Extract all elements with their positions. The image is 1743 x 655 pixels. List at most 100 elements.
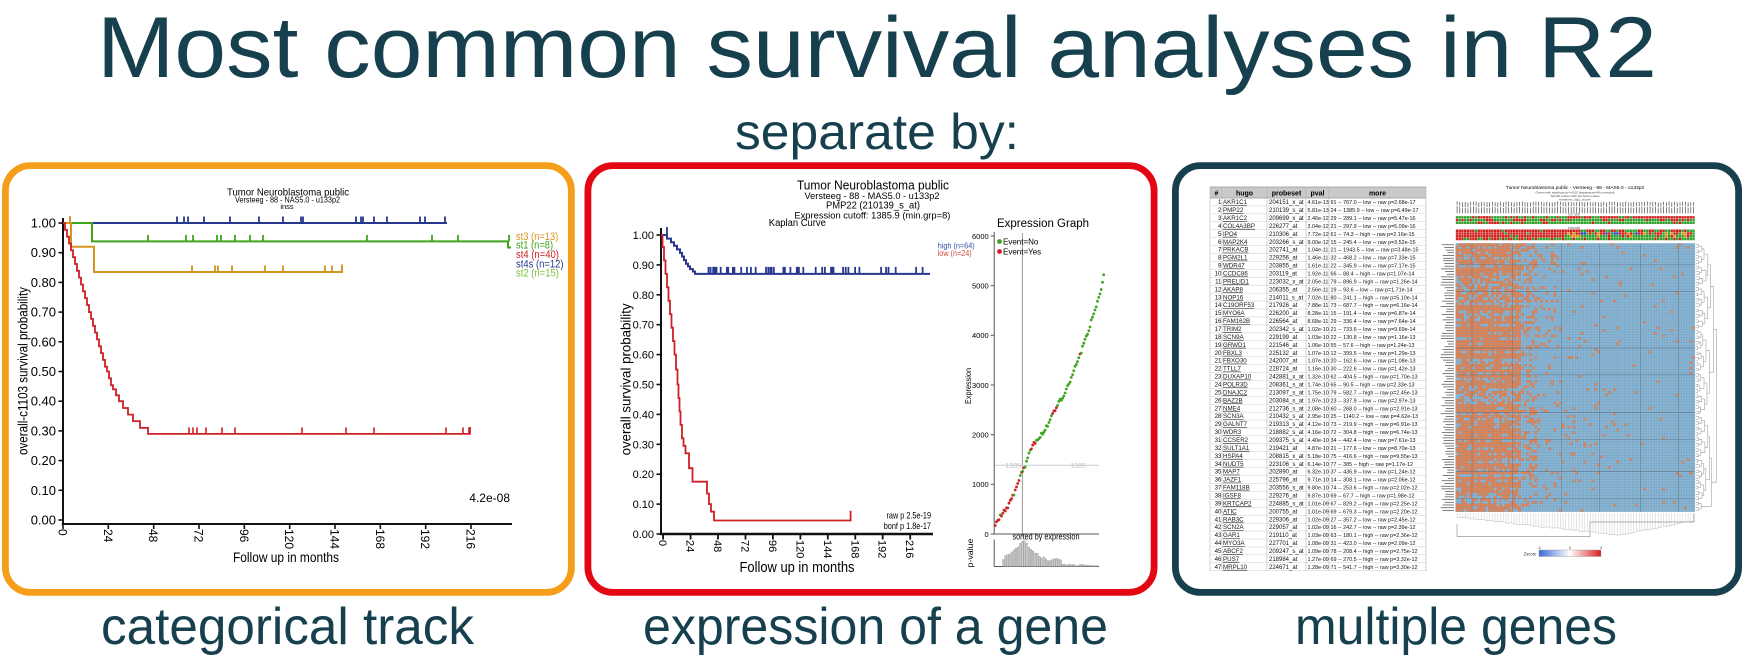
- svg-text:25 -- 1140.2 -- low -- raw p=4: 25 -- 1140.2 -- low -- raw p=4.62e-13: [1331, 414, 1419, 420]
- svg-text:0.60: 0.60: [31, 334, 56, 349]
- svg-text:RAB3C: RAB3C: [1223, 516, 1244, 523]
- svg-text:2: 2: [1218, 207, 1222, 214]
- svg-text:63 -- 180.1 -- high -- raw p=2: 63 -- 180.1 -- high -- raw p=2.36e-12: [1331, 533, 1418, 539]
- svg-text:5.18e-10: 5.18e-10: [1308, 454, 1329, 460]
- svg-text:229306_at: 229306_at: [1269, 517, 1298, 523]
- svg-text:45: 45: [1215, 548, 1222, 555]
- svg-text:Tumor Neuroblastoma public - V: Tumor Neuroblastoma public - Versteeg - …: [1506, 185, 1645, 191]
- svg-text:203855_at: 203855_at: [1269, 264, 1298, 270]
- svg-text:34 -- 442.4 -- low -- raw p=7.: 34 -- 442.4 -- low -- raw p=7.61e-13: [1331, 438, 1416, 444]
- svg-text:5000: 5000: [972, 282, 989, 291]
- svg-text:1.07e-10: 1.07e-10: [1308, 351, 1329, 357]
- svg-text:11: 11: [1215, 278, 1222, 285]
- svg-text:TTLL7: TTLL7: [1223, 366, 1241, 373]
- svg-text:21 -- 1943.5 -- low -- raw p=3: 21 -- 1943.5 -- low -- raw p=3.48e-15: [1331, 248, 1419, 254]
- svg-text:203084_s_at: 203084_s_at: [1269, 398, 1304, 404]
- svg-text:69 -- 67.7 -- high -- raw p=1.: 69 -- 67.7 -- high -- raw p=1.98e-12: [1331, 494, 1415, 500]
- svg-text:0: 0: [1569, 546, 1571, 550]
- svg-text:38: 38: [1215, 493, 1222, 500]
- svg-text:st4 (n=40): st4 (n=40): [516, 249, 559, 261]
- svg-text:st4s (n=12): st4s (n=12): [516, 258, 564, 270]
- svg-text:35: 35: [1215, 469, 1222, 476]
- svg-text:1.27e-09: 1.27e-09: [1308, 557, 1329, 563]
- svg-text:1.61e-11: 1.61e-11: [1308, 264, 1329, 270]
- svg-text:pval: pval: [1310, 190, 1324, 197]
- svg-text:16: 16: [1215, 318, 1222, 325]
- svg-text:120: 120: [793, 540, 805, 558]
- svg-text:6: 6: [1218, 239, 1222, 246]
- svg-text:29 -- 336.4 -- low -- raw p=7.: 29 -- 336.4 -- low -- raw p=7.64e-14: [1331, 319, 1416, 325]
- svg-text:Expression Graph: Expression Graph: [997, 218, 1089, 230]
- svg-text:96: 96: [237, 529, 251, 543]
- svg-text:#: #: [1215, 190, 1219, 197]
- svg-text:67 -- 829.2 -- high -- raw p=2: 67 -- 829.2 -- high -- raw p=2.25e-12: [1331, 501, 1418, 507]
- svg-text:209247_s_at: 209247_s_at: [1269, 549, 1304, 555]
- svg-text:IPO4: IPO4: [1223, 231, 1238, 238]
- svg-text:15 -- 245.4 -- low -- raw p=3.: 15 -- 245.4 -- low -- raw p=3.52e-15: [1331, 240, 1416, 246]
- svg-text:27: 27: [1215, 405, 1222, 412]
- svg-text:p-value: p-value: [965, 538, 975, 567]
- svg-text:242881_x_at: 242881_x_at: [1269, 375, 1304, 381]
- svg-text:0: 0: [656, 540, 668, 546]
- svg-text:27 -- 357.2 -- low -- raw p=2.: 27 -- 357.2 -- low -- raw p=2.45e-12: [1331, 517, 1416, 523]
- svg-text:AKAP8: AKAP8: [1223, 286, 1244, 293]
- svg-text:12: 12: [1215, 286, 1222, 293]
- svg-text:21 -- 177.6 -- low -- raw p=8.: 21 -- 177.6 -- low -- raw p=8.70e-13: [1331, 446, 1416, 452]
- svg-text:GAR1: GAR1: [1223, 532, 1240, 539]
- svg-text:4.12e-10: 4.12e-10: [1308, 422, 1329, 428]
- svg-text:1.75e-10: 1.75e-10: [1308, 390, 1329, 396]
- svg-text:5: 5: [1218, 231, 1222, 238]
- svg-text:218882_s_at: 218882_s_at: [1269, 430, 1304, 436]
- svg-text:C19ORF53: C19ORF53: [1223, 302, 1255, 309]
- svg-text:st1 (n=8): st1 (n=8): [516, 240, 553, 252]
- svg-text:ATIC: ATIC: [1223, 508, 1237, 515]
- svg-text:IGSF8: IGSF8: [1223, 493, 1241, 500]
- svg-text:226564_at: 226564_at: [1269, 319, 1298, 325]
- svg-text:66 -- 88.4 -- high -- raw p=1.: 66 -- 88.4 -- high -- raw p=1.07e-14: [1331, 272, 1415, 278]
- svg-text:1.16e-10: 1.16e-10: [1308, 367, 1329, 373]
- svg-text:32: 32: [1215, 445, 1222, 452]
- svg-text:29: 29: [1215, 421, 1222, 428]
- svg-text:4.2e-08: 4.2e-08: [469, 491, 510, 505]
- svg-text:40: 40: [1215, 508, 1222, 515]
- svg-text:0.10: 0.10: [31, 483, 56, 498]
- svg-text:229276_at: 229276_at: [1269, 494, 1298, 500]
- svg-text:61 -- 74.3 -- high -- raw p=2.: 61 -- 74.3 -- high -- raw p=2.16e-15: [1331, 232, 1415, 238]
- svg-text:209375_s_at: 209375_s_at: [1269, 438, 1304, 444]
- svg-text:Follow up in months: Follow up in months: [740, 560, 855, 576]
- svg-text:225132_at: 225132_at: [1269, 351, 1298, 357]
- svg-text:223106_s_at: 223106_s_at: [1269, 462, 1304, 468]
- svg-text:FBXO30: FBXO30: [1223, 358, 1247, 365]
- svg-text:0.50: 0.50: [633, 380, 654, 392]
- svg-text:1000: 1000: [972, 480, 989, 489]
- svg-text:0.50: 0.50: [31, 364, 56, 379]
- svg-text:8: 8: [1218, 255, 1222, 262]
- svg-text:37: 37: [1215, 485, 1222, 492]
- svg-text:4.61e-13: 4.61e-13: [1308, 200, 1329, 206]
- svg-text:30 -- 222.6 -- low -- raw p=1.: 30 -- 222.6 -- low -- raw p=1.42e-13: [1331, 367, 1416, 373]
- svg-text:0: 0: [56, 529, 70, 536]
- svg-text:AKR1C1: AKR1C1: [1223, 199, 1248, 206]
- svg-text:202890_at: 202890_at: [1269, 470, 1298, 476]
- svg-text:29 -- 289.1 -- low -- raw p=5.: 29 -- 289.1 -- low -- raw p=5.47e-16: [1331, 216, 1416, 222]
- svg-text:GRWD1: GRWD1: [1223, 342, 1246, 349]
- svg-text:9.80e-10: 9.80e-10: [1308, 486, 1329, 492]
- svg-text:overall-c1103 survival probabi: overall-c1103 survival probability: [16, 287, 31, 455]
- svg-text:214011_s_at: 214011_s_at: [1269, 295, 1304, 301]
- svg-text:41: 41: [1215, 516, 1222, 523]
- svg-text:47: 47: [1215, 564, 1222, 571]
- svg-text:inss: inss: [280, 202, 294, 211]
- svg-text:Event=No: Event=No: [1003, 237, 1039, 246]
- svg-text:5.81e-13: 5.81e-13: [1308, 208, 1329, 214]
- svg-text:0.90: 0.90: [31, 245, 56, 260]
- svg-text:210139_s_at: 210139_s_at: [1269, 208, 1304, 214]
- svg-text:st3 (n=13): st3 (n=13): [516, 231, 558, 243]
- svg-text:72: 72: [739, 540, 751, 552]
- svg-text:12 -- 399.5 -- low -- raw p=1.: 12 -- 399.5 -- low -- raw p=1.29e-13: [1331, 351, 1416, 357]
- svg-text:sorted by expression: sorted by expression: [1013, 532, 1080, 542]
- svg-text:203119_at: 203119_at: [1269, 272, 1297, 278]
- svg-text:BAZ2B: BAZ2B: [1223, 397, 1243, 404]
- svg-text:15: 15: [1215, 310, 1222, 317]
- svg-text:8.28e-11: 8.28e-11: [1308, 311, 1329, 317]
- svg-text:73 -- 219.9 -- high -- raw p=6: 73 -- 219.9 -- high -- raw p=6.91e-13: [1331, 422, 1418, 428]
